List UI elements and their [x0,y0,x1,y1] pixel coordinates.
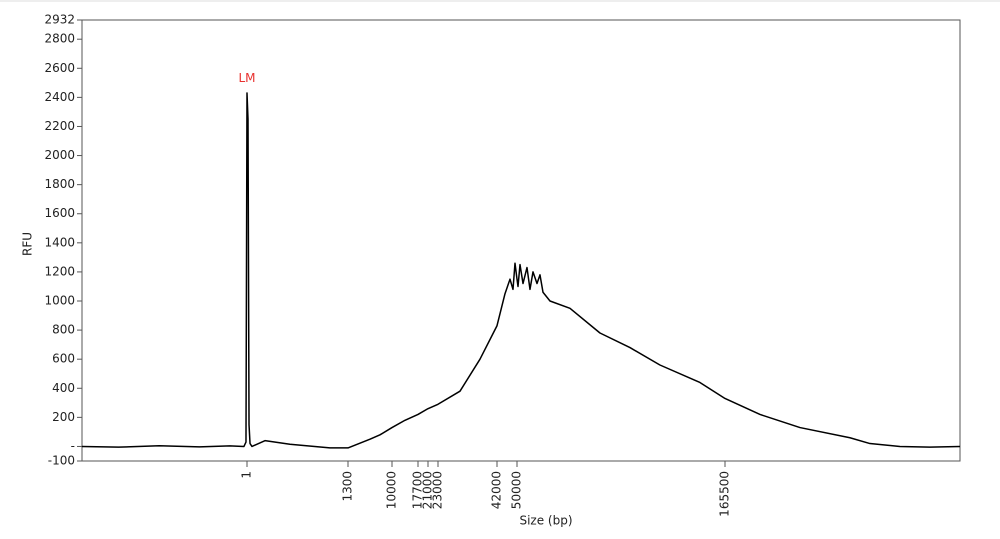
y-tick-label: 1800 [44,177,75,191]
x-tick-label: 165500 [718,471,732,517]
x-tick-label: 10000 [385,471,399,509]
x-tick-label: 1 [240,471,254,479]
y-tick-label: 2000 [44,148,75,162]
x-tick-label: 23000 [431,471,445,509]
y-tick-label: 600 [52,352,75,366]
x-tick-label: 17700 [411,471,425,509]
x-tick-label: 42000 [490,471,504,509]
y-tick-label: 800 [52,323,75,337]
y-tick-label: - [71,439,75,453]
y-tick-label: 2200 [44,119,75,133]
x-tick-label: 1300 [341,471,355,502]
y-tick-label: 2800 [44,32,75,46]
x-tick-label: 50000 [510,471,524,509]
x-axis-label: Size (bp) [519,514,572,528]
y-tick-label: 2600 [44,61,75,75]
y-tick-label: 2400 [44,90,75,104]
y-tick-label: 1000 [44,294,75,308]
plot-frame [81,19,961,462]
y-tick-label: -100 [48,454,75,468]
y-tick-label: 2932 [44,13,75,27]
y-tick-label: 1400 [44,235,75,249]
annotation: LM [238,71,255,85]
y-tick-label: 400 [52,381,75,395]
y-tick-label: 1600 [44,206,75,220]
y-tick-label: 1200 [44,264,75,278]
y-tick-label: 200 [52,410,75,424]
x-tick-label: 21000 [421,471,435,509]
y-axis-label: RFU [21,232,35,256]
trace-line [81,92,961,449]
